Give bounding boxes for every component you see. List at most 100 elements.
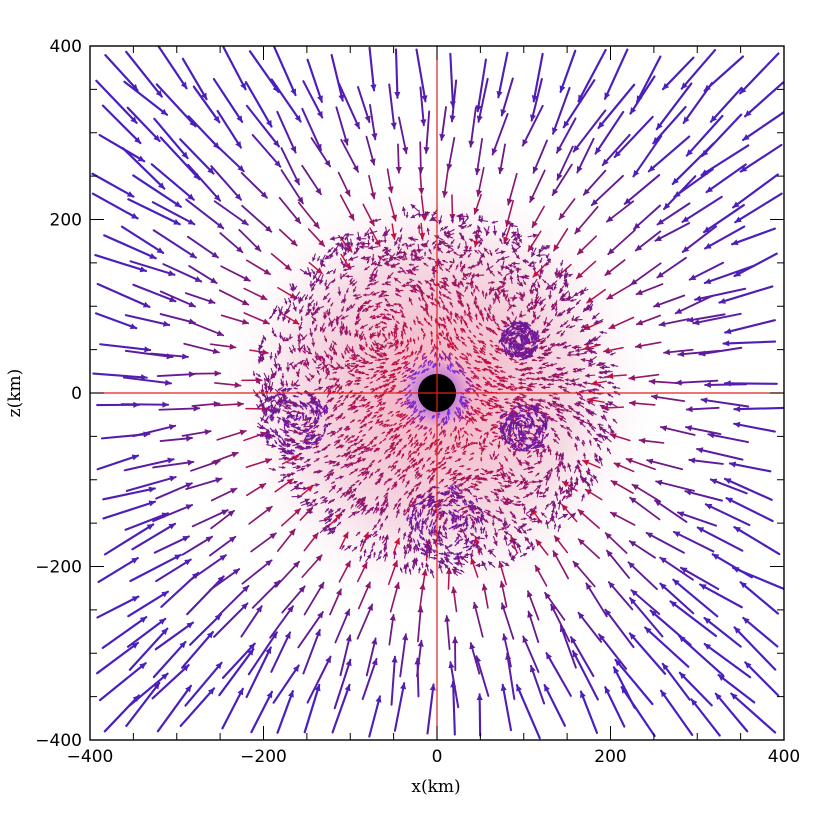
arrow-head xyxy=(131,642,139,649)
arrow-head xyxy=(361,562,368,570)
arrow-head xyxy=(294,508,301,515)
inflow-arrow xyxy=(181,630,214,669)
arrow-head xyxy=(185,504,193,511)
arrow-head xyxy=(675,308,683,314)
arrow-shaft xyxy=(221,687,244,730)
arrow-shaft xyxy=(644,626,690,668)
inflow-arrow xyxy=(192,85,221,124)
arrow-head xyxy=(142,301,151,308)
inflow-arrow xyxy=(398,116,409,155)
arrow-head xyxy=(316,110,323,119)
arrow-head xyxy=(522,139,529,147)
inflow-arrow xyxy=(213,401,244,408)
arrow-shaft xyxy=(306,655,332,704)
arrow-head xyxy=(269,532,277,540)
inflow-arrow xyxy=(245,646,272,699)
arrow-head xyxy=(529,195,536,203)
inflow-arrow xyxy=(329,588,342,616)
inflow-arrow xyxy=(531,52,544,103)
arrow-head xyxy=(186,435,193,442)
arrow-shaft xyxy=(577,611,603,643)
inflow-arrow xyxy=(121,147,166,190)
arrow-head xyxy=(263,268,271,275)
arrow-shaft xyxy=(556,145,574,181)
inflow-arrow xyxy=(298,485,314,498)
arrow-shaft xyxy=(394,48,399,99)
arrow-shaft xyxy=(734,192,783,224)
inflow-arrow xyxy=(128,672,169,707)
arrow-shaft xyxy=(709,86,743,123)
arrow-shaft xyxy=(152,503,194,523)
inflow-arrow xyxy=(386,168,394,194)
inflow-arrow xyxy=(128,627,169,671)
inflow-arrow xyxy=(558,198,576,221)
inflow-arrow xyxy=(189,554,227,581)
arrow-head xyxy=(284,263,292,271)
arrow-head xyxy=(370,84,377,91)
arrow-shaft xyxy=(159,290,196,308)
arrow-head xyxy=(168,270,176,277)
inflow-arrow xyxy=(210,509,235,530)
inflow-arrow xyxy=(690,698,721,737)
arrow-shaft xyxy=(333,658,352,710)
arrow-shaft xyxy=(704,503,751,527)
inflow-arrow xyxy=(92,372,148,381)
inflow-arrow xyxy=(132,424,177,438)
arrow-head xyxy=(704,278,712,285)
inflow-arrow xyxy=(632,204,662,230)
arrow-shaft xyxy=(244,81,273,128)
inflow-arrow xyxy=(356,561,368,583)
arrow-head xyxy=(237,401,244,408)
arrow-shaft xyxy=(98,662,147,702)
arrow-head xyxy=(292,664,300,672)
arrow-head xyxy=(419,232,426,240)
arrow-shaft xyxy=(733,252,778,278)
arrow-head xyxy=(215,477,223,484)
arrow-head xyxy=(375,695,382,703)
arrow-head xyxy=(653,301,661,308)
arrow-head xyxy=(546,652,552,660)
arrow-head xyxy=(577,509,585,516)
arrow-head xyxy=(604,609,612,617)
inflow-arrow xyxy=(155,558,192,583)
arrow-head xyxy=(179,641,186,649)
inflow-arrow xyxy=(474,138,484,176)
arrow-head xyxy=(186,622,194,629)
arrow-head xyxy=(473,536,480,544)
inflow-arrow xyxy=(399,633,409,678)
inflow-arrow xyxy=(185,477,223,490)
arrow-head xyxy=(572,560,580,568)
arrow-shaft xyxy=(273,46,297,97)
inflow-arrow xyxy=(152,640,187,679)
arrow-head xyxy=(234,381,242,389)
turbulent-arrow xyxy=(490,344,494,348)
inflow-arrow xyxy=(604,608,635,649)
arrow-head xyxy=(500,602,507,610)
inflow-arrow xyxy=(340,138,359,173)
inflow-arrow xyxy=(550,603,571,643)
arrow-head xyxy=(294,115,301,123)
inflow-arrow xyxy=(218,584,250,616)
inflow-arrow xyxy=(476,166,485,197)
arrow-shaft xyxy=(707,433,749,444)
inflow-arrow xyxy=(472,601,484,638)
arrow-head xyxy=(261,349,269,356)
inflow-arrow xyxy=(331,683,351,734)
inflow-arrow xyxy=(151,201,196,226)
arrow-head xyxy=(213,194,221,202)
arrow-shaft xyxy=(632,135,663,178)
arrow-shaft xyxy=(731,566,784,590)
arrow-shaft xyxy=(181,535,213,556)
arrow-shaft xyxy=(218,584,250,616)
inflow-arrow xyxy=(362,203,375,227)
arrow-shaft xyxy=(303,683,321,734)
inflow-arrow xyxy=(270,631,292,673)
arrow-head xyxy=(725,497,734,504)
inflow-arrow xyxy=(333,658,352,710)
inflow-arrow xyxy=(102,500,157,520)
arrow-head xyxy=(451,636,459,644)
inflow-arrow xyxy=(733,252,778,278)
arrow-shaft xyxy=(698,346,743,356)
arrow-shaft xyxy=(699,583,743,609)
